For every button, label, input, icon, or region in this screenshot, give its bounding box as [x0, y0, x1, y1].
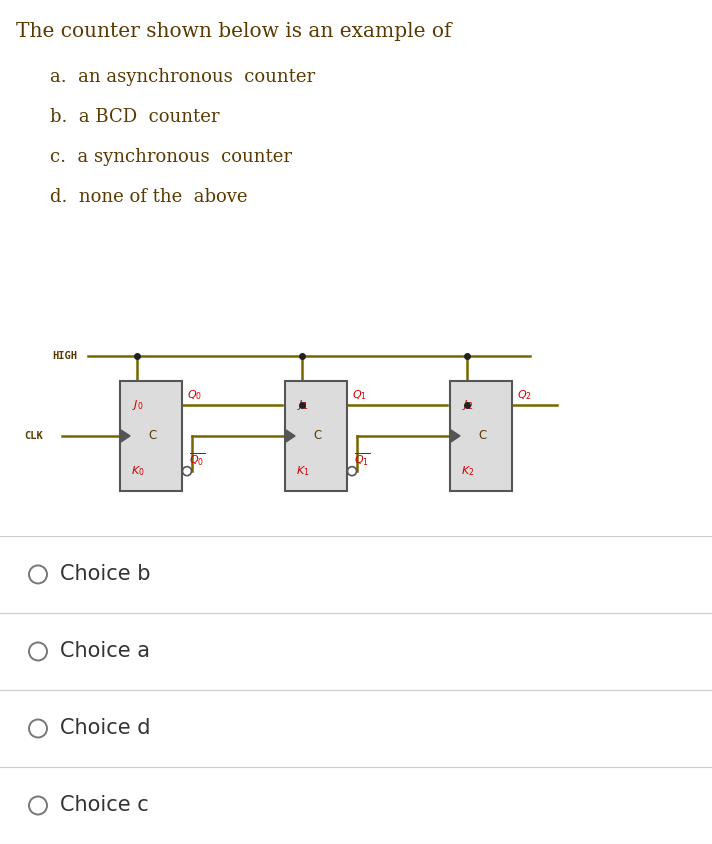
- Text: C: C: [478, 430, 486, 442]
- Text: C: C: [148, 430, 157, 442]
- Text: $J_0$: $J_0$: [132, 398, 143, 412]
- Text: $\overline{Q_0}$: $\overline{Q_0}$: [189, 452, 205, 468]
- Circle shape: [182, 467, 192, 476]
- Text: a.  an asynchronous  counter: a. an asynchronous counter: [50, 68, 315, 86]
- Text: $Q_1$: $Q_1$: [352, 388, 367, 402]
- Bar: [450, 381, 512, 491]
- Text: $J_1$: $J_1$: [297, 398, 308, 412]
- Text: c.  a synchronous  counter: c. a synchronous counter: [50, 148, 292, 166]
- Text: $\overline{Q_1}$: $\overline{Q_1}$: [354, 452, 370, 468]
- Text: $Q_0$: $Q_0$: [187, 388, 202, 402]
- Circle shape: [29, 565, 47, 583]
- Circle shape: [29, 797, 47, 814]
- Text: C: C: [313, 430, 321, 442]
- Bar: [285, 381, 347, 491]
- Polygon shape: [451, 430, 460, 442]
- Text: $K_2$: $K_2$: [461, 464, 474, 478]
- Text: $J_2$: $J_2$: [462, 398, 473, 412]
- Text: b.  a BCD  counter: b. a BCD counter: [50, 108, 219, 126]
- Text: $Q_2$: $Q_2$: [517, 388, 532, 402]
- Text: Choice b: Choice b: [60, 565, 150, 584]
- Text: Choice d: Choice d: [60, 718, 150, 738]
- Text: $K_1$: $K_1$: [295, 464, 309, 478]
- Circle shape: [29, 719, 47, 738]
- Text: $K_0$: $K_0$: [130, 464, 145, 478]
- Text: d.  none of the  above: d. none of the above: [50, 188, 248, 206]
- Polygon shape: [286, 430, 295, 442]
- Text: Choice c: Choice c: [60, 796, 149, 815]
- Circle shape: [347, 467, 357, 476]
- Text: HIGH: HIGH: [52, 351, 77, 361]
- Polygon shape: [121, 430, 130, 442]
- Text: CLK: CLK: [24, 431, 43, 441]
- Text: Choice a: Choice a: [60, 641, 150, 662]
- Bar: [120, 381, 182, 491]
- Circle shape: [29, 642, 47, 661]
- Text: The counter shown below is an example of: The counter shown below is an example of: [16, 22, 451, 41]
